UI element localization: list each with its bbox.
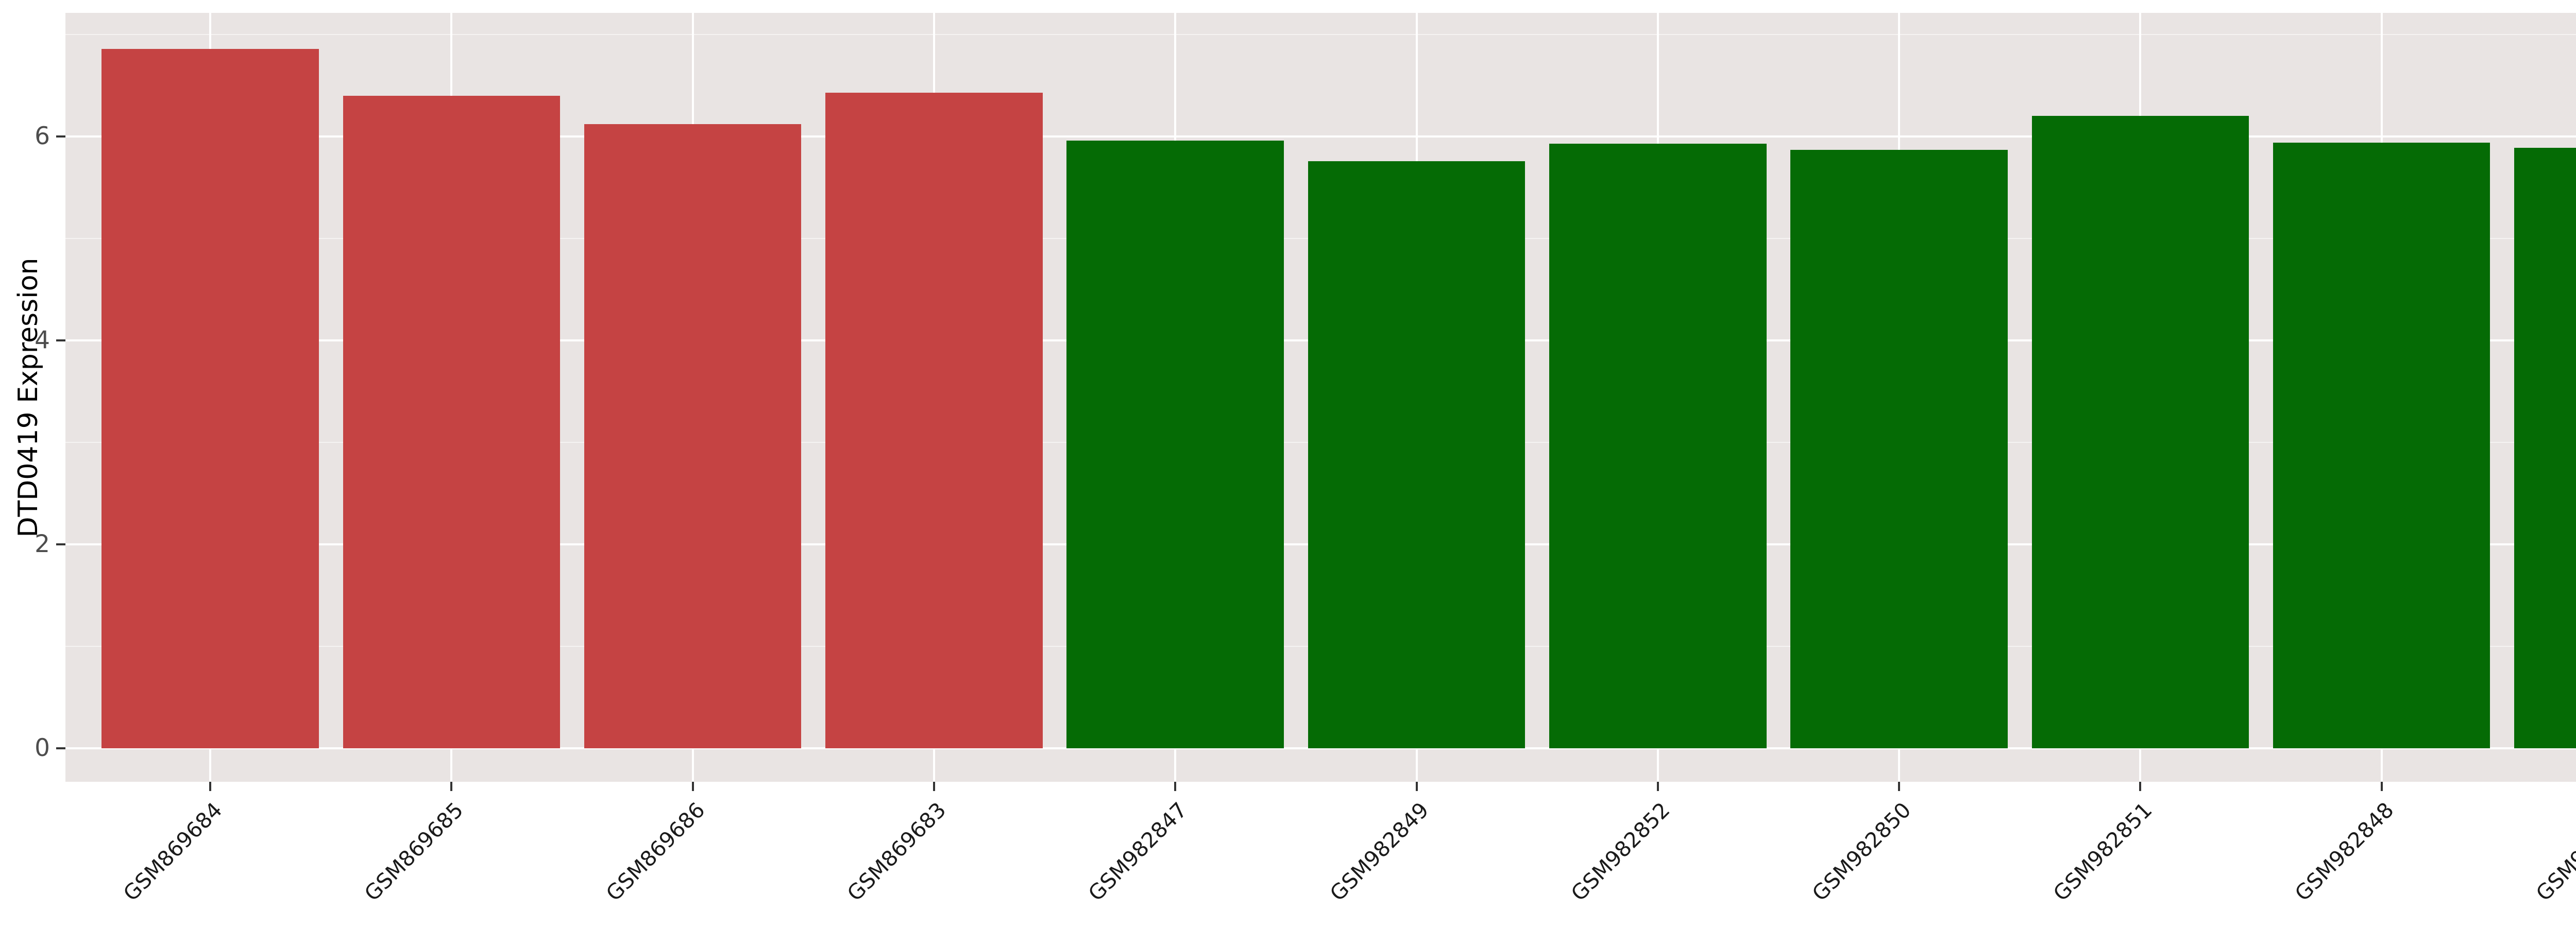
x-tick-mark — [2380, 782, 2383, 791]
x-tick-label: GSM982848 — [2290, 797, 2399, 906]
bar-GSM982847 — [1066, 140, 1284, 749]
x-tick-mark — [1415, 782, 1418, 791]
x-tick-label: GSM982847 — [1083, 797, 1192, 906]
y-tick-label: 4 — [35, 326, 50, 354]
bar-GSM982848 — [2273, 142, 2490, 749]
bar-GSM982849 — [1308, 161, 1526, 749]
bar-GSM982851 — [2031, 116, 2249, 749]
x-tick-label: GSM982852 — [1566, 797, 1675, 906]
bar-GSM982853 — [2514, 147, 2576, 749]
x-tick-label: GSM982853 — [2531, 797, 2576, 906]
y-tick-mark — [56, 135, 65, 138]
x-tick-label: GSM869686 — [601, 797, 710, 906]
x-tick-mark — [2139, 782, 2142, 791]
x-tick-mark — [1656, 782, 1659, 791]
x-tick-label: GSM982850 — [1807, 797, 1916, 906]
x-tick-mark — [1898, 782, 1901, 791]
minor-gridline — [65, 33, 2576, 35]
y-tick-label: 6 — [35, 122, 50, 150]
x-tick-mark — [209, 782, 211, 791]
bar-GSM869685 — [343, 95, 561, 749]
bar-GSM869684 — [101, 48, 319, 749]
y-tick-label: 0 — [35, 734, 50, 763]
y-tick-label: 2 — [35, 530, 50, 559]
x-tick-mark — [933, 782, 935, 791]
x-tick-label: GSM982851 — [2048, 797, 2157, 906]
bar-GSM982850 — [1790, 149, 2008, 749]
x-tick-label: GSM869684 — [118, 797, 227, 906]
major-gridline — [65, 747, 2576, 750]
bar-GSM982852 — [1549, 143, 1767, 749]
major-gridline — [65, 135, 2576, 138]
y-tick-mark — [56, 543, 65, 546]
x-tick-mark — [691, 782, 694, 791]
x-tick-label: GSM869683 — [842, 797, 951, 906]
x-tick-mark — [450, 782, 453, 791]
y-tick-mark — [56, 339, 65, 341]
plot-panel — [65, 13, 2576, 782]
y-axis-title: DTD0419 Expression — [13, 258, 44, 537]
bar-GSM869686 — [584, 124, 802, 749]
x-tick-label: GSM982849 — [1325, 797, 1434, 906]
x-tick-mark — [1174, 782, 1177, 791]
x-tick-label: GSM869685 — [360, 797, 468, 906]
y-tick-mark — [56, 747, 65, 750]
bar-GSM869683 — [825, 92, 1043, 749]
